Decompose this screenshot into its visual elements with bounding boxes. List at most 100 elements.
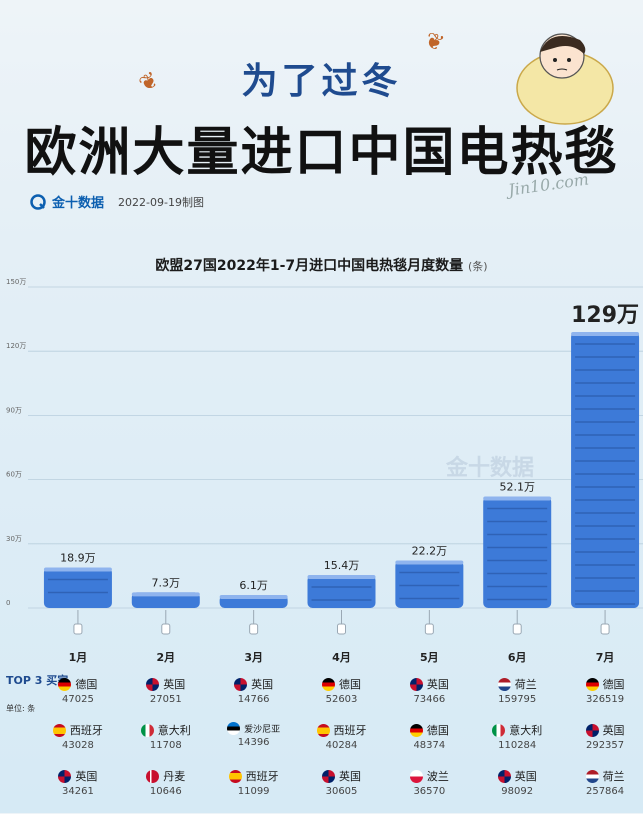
bar-top-highlight — [219, 594, 288, 599]
buyer-country: 西班牙 — [333, 724, 367, 737]
flag-uk-icon — [146, 677, 160, 691]
flag-it-icon — [140, 723, 154, 737]
buyer-column: 英国 27051 意大利 11708 丹麦 10646 — [136, 676, 196, 814]
bar-top-highlight — [43, 567, 112, 572]
bar — [307, 575, 376, 608]
y-tick-label: 30万 — [6, 535, 22, 543]
flag-pl-icon — [409, 769, 423, 783]
buyer-entry: 德国 48374 — [399, 722, 459, 768]
data-label: 129万 — [571, 303, 639, 328]
buyer-value: 27051 — [149, 694, 182, 705]
buyer-entry: 西班牙 11099 — [224, 768, 284, 814]
bar-top-highlight — [307, 575, 376, 580]
buyer-value: 14766 — [237, 694, 270, 705]
bar-top-highlight — [483, 496, 552, 501]
data-label: 18.9万 — [60, 552, 96, 565]
buyer-entry: 英国 98092 — [487, 768, 547, 814]
buyer-entry: 西班牙 40284 — [312, 722, 372, 768]
buyer-value: 47025 — [62, 694, 94, 705]
bar-top-highlight — [131, 592, 200, 597]
buyer-entry: 波兰 36570 — [399, 768, 459, 814]
buyer-entry: 丹麦 10646 — [136, 768, 196, 814]
y-tick-label: 60万 — [6, 471, 22, 479]
buyer-column: 德国 52603 西班牙 40284 英国 30605 — [312, 676, 372, 814]
flag-de-icon — [585, 677, 599, 691]
plug-icon — [337, 623, 346, 635]
flag-es-icon — [228, 769, 242, 783]
y-tick-label: 120万 — [6, 342, 26, 350]
x-tick-label: 6月 — [508, 651, 527, 664]
data-label: 6.1万 — [239, 579, 268, 592]
flag-es-icon — [316, 723, 330, 737]
buyer-entry: 德国 52603 — [312, 676, 372, 722]
buyer-value: 159795 — [498, 694, 537, 705]
buyers-unit-label: 单位: 条 — [6, 704, 36, 713]
buyer-entry: 荷兰 257864 — [575, 768, 635, 814]
buyer-entry: 英国 30605 — [312, 768, 372, 814]
buyer-value: 30605 — [325, 786, 358, 797]
buyer-country: 爱沙尼亚 — [244, 725, 281, 735]
flag-uk-icon — [234, 677, 248, 691]
buyer-country: 意大利 — [509, 724, 543, 737]
buyer-value: 34261 — [62, 786, 94, 797]
flag-de-icon — [322, 677, 335, 691]
bar-chart: 金十数据 0 30万 60万 90万 120万 150万 18.9万 1月 7.3万 2月 6.1万 3… — [6, 278, 643, 664]
buyer-entry: 英国 14766 — [224, 676, 284, 722]
buyer-country: 西班牙 — [69, 724, 103, 737]
brand-name: 金十数据 — [52, 196, 105, 211]
bar — [395, 560, 464, 608]
buyer-entry: 英国 73466 — [399, 676, 459, 722]
plug-icon — [161, 623, 171, 635]
buyer-country: 英国 — [75, 770, 98, 783]
buyer-value: 10646 — [149, 786, 182, 797]
bar-top-highlight — [395, 560, 464, 565]
buyer-country: 德国 — [602, 678, 625, 691]
brand-bar: 金十数据 2022-09-19制图 — [30, 192, 204, 211]
data-label: 7.3万 — [152, 576, 181, 589]
data-label: 15.4万 — [324, 559, 360, 572]
buyer-column: 英国 73466 德国 48374 波兰 36570 — [399, 676, 459, 814]
buyer-column: 荷兰 159795 意大利 110284 英国 98092 — [487, 676, 547, 814]
flag-uk-icon — [585, 723, 599, 737]
brand-logo-icon — [30, 193, 46, 210]
flag-ee-icon — [227, 722, 241, 735]
buyer-value: 52603 — [325, 694, 358, 705]
flag-uk-icon — [497, 769, 511, 783]
flag-uk-icon — [58, 769, 72, 783]
mascot-illustration — [516, 33, 614, 125]
buyer-country: 西班牙 — [245, 770, 279, 783]
buyer-value: 43028 — [62, 740, 94, 751]
buyer-value: 257864 — [585, 786, 625, 797]
buyer-entry: 荷兰 159795 — [487, 676, 547, 722]
buyer-value: 98092 — [501, 786, 534, 797]
flag-de-icon — [409, 723, 423, 737]
buyer-country: 德国 — [426, 724, 449, 737]
bar — [483, 496, 552, 608]
buyer-column: 英国 14766 爱沙尼亚 14396 西班牙 11099 — [224, 676, 284, 814]
plug-icon — [512, 623, 522, 635]
buyer-value: 11099 — [237, 786, 270, 797]
x-tick-label: 3月 — [244, 651, 263, 664]
flag-es-icon — [52, 723, 66, 737]
data-label: 52.1万 — [499, 481, 535, 494]
buyer-country: 英国 — [514, 770, 537, 783]
buyer-entry: 西班牙 43028 — [48, 722, 108, 768]
buyer-value: 326519 — [585, 694, 625, 705]
buyer-country: 德国 — [339, 678, 361, 691]
buyer-entry: 德国 326519 — [575, 676, 635, 722]
buyer-country: 英国 — [163, 678, 186, 691]
x-tick-label: 2月 — [156, 651, 175, 664]
y-tick-label: 90万 — [6, 406, 22, 414]
watermark-text: 金十数据 — [445, 455, 534, 481]
flag-nl-icon — [585, 769, 599, 783]
bar-top-highlight — [571, 331, 640, 336]
buyer-country: 英国 — [426, 678, 449, 691]
buyer-entry: 英国 27051 — [136, 676, 196, 722]
bar — [571, 331, 640, 608]
headline-small: 为了过冬 — [241, 61, 402, 102]
buyer-entry: 意大利 11708 — [136, 722, 196, 768]
buyer-column: 德国 326519 英国 292357 荷兰 257864 — [575, 676, 635, 814]
y-tick-label: 150万 — [6, 278, 26, 286]
bar — [43, 567, 112, 608]
x-tick-label: 4月 — [332, 651, 351, 664]
